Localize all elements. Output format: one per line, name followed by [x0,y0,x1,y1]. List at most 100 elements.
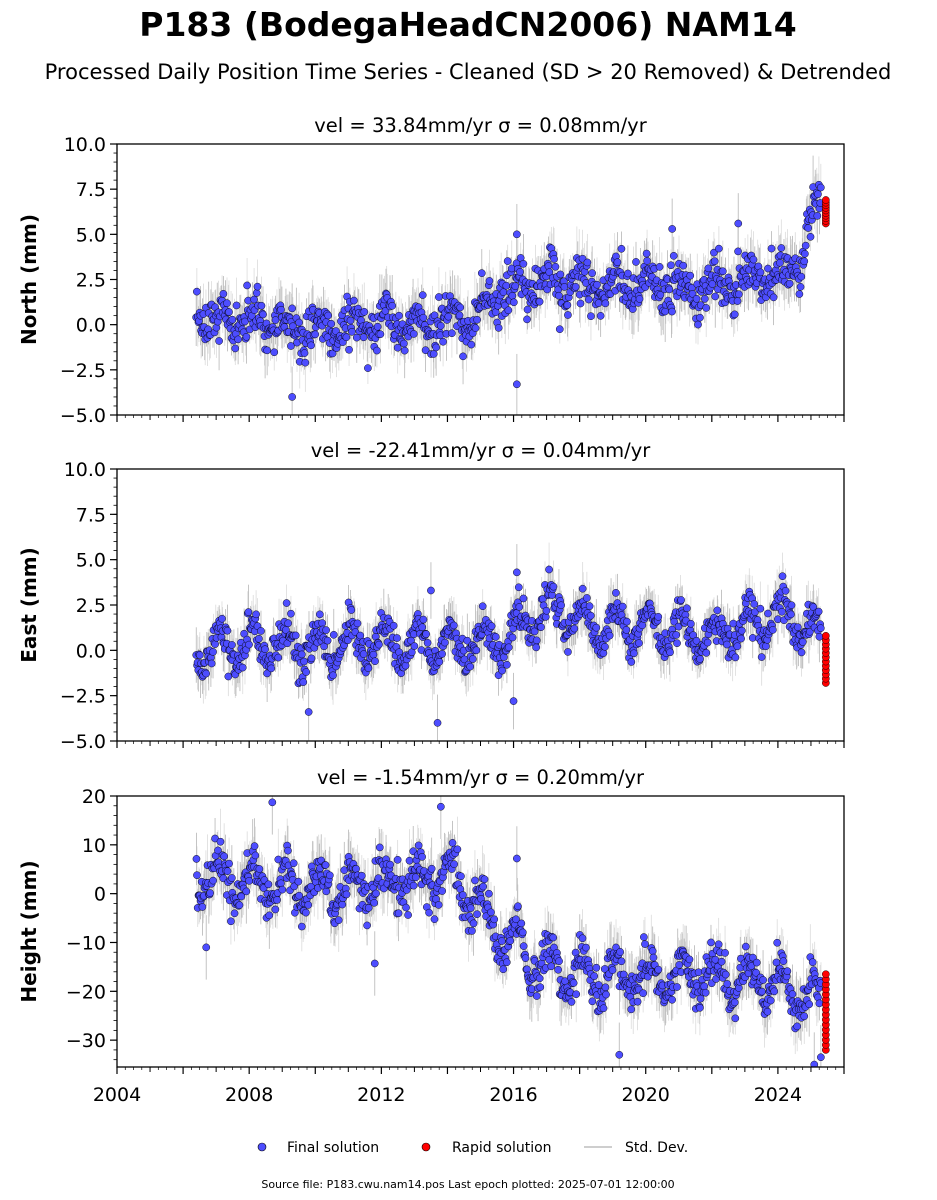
final-solution-point [356,631,365,640]
final-solution-point [485,277,494,285]
final-solution-point [599,649,608,657]
final-solution-point [473,315,481,324]
final-solution-point [618,602,627,611]
final-solution-point [327,319,336,328]
final-solution-point [459,352,467,361]
final-solution-point [593,280,601,289]
final-solution-point [601,299,610,308]
final-solution-point [557,601,565,610]
final-solution-point [238,663,247,672]
final-solution-point [477,269,486,277]
final-solution-point [686,271,695,280]
final-solution-point [687,619,695,628]
final-solution-point [612,589,620,597]
final-solution-point [463,636,472,645]
final-solution-point [215,337,223,345]
final-solution-point [509,697,518,705]
final-solution-point [235,901,244,909]
final-solution-point [299,678,308,686]
panel-title-north: vel = 33.84mm/yr σ = 0.08mm/yr [314,114,647,137]
final-solution-point [777,244,786,252]
final-solution-point [297,650,306,659]
final-solution-point [813,212,822,220]
final-solution-point [737,626,746,635]
final-solution-point [375,640,383,649]
final-solution-point [504,643,513,652]
final-solution-point [632,258,640,266]
final-solution-point [502,281,511,290]
panel-title-east: vel = -22.41mm/yr σ = 0.04mm/yr [311,439,651,462]
final-solution-point [578,584,587,593]
final-solution-point [259,310,267,319]
final-solution-point [532,636,541,645]
final-solution-point [422,630,430,638]
final-solution-point [352,333,361,342]
final-solution-point [688,289,697,298]
final-solution-point [376,330,385,339]
final-solution-point [401,661,410,670]
final-solution-point [587,312,595,320]
final-solution-point [585,602,594,611]
final-solution-point [250,295,258,304]
final-solution-point [749,255,758,264]
final-solution-point [471,324,480,332]
final-solution-point [227,917,235,926]
plot-area-north [192,155,830,415]
final-solution-point [672,631,681,639]
final-solution-point [564,311,572,319]
final-solution-point [710,248,718,257]
final-solution-point [787,610,795,619]
final-solution-point [301,358,310,367]
final-solution-series-east [192,565,825,727]
final-solution-point [288,393,296,401]
final-solution-point [273,896,281,904]
final-solution-point [583,258,592,267]
final-solution-point [206,889,214,897]
final-solution-point [508,633,517,642]
final-solution-point [499,288,508,296]
final-solution-point [364,364,372,372]
final-solution-point [667,261,675,270]
final-solution-point [231,344,240,353]
final-solution-point [674,622,683,631]
rapid-solution-point [822,632,830,640]
rapid-solution-point [822,196,830,204]
final-solution-point [679,261,688,270]
final-solution-point [450,621,458,630]
final-solution-point [242,887,251,896]
final-solution-point [532,643,541,652]
final-solution-point [550,255,558,263]
final-solution-point [444,312,453,321]
final-solution-series-height [192,798,825,1067]
final-solution-point [692,636,701,645]
final-solution-point [586,611,595,620]
final-solution-point [508,292,517,300]
final-solution-point [513,230,521,239]
rapid-solution-series-north [822,196,830,228]
final-solution-point [769,293,778,302]
final-solution-point [322,626,330,634]
final-solution-point [198,903,207,911]
final-solution-point [556,270,565,279]
final-solution-point [418,291,427,299]
final-solution-point [271,316,280,324]
final-solution-point [193,871,201,879]
rapid-solution-series-east [822,632,830,687]
final-solution-point [778,607,786,616]
final-solution-point [673,639,681,648]
final-solution-point [767,244,776,253]
final-solution-point [617,244,626,253]
final-solution-point [228,315,237,324]
final-solution-point [694,320,702,329]
final-solution-point [635,639,643,647]
y-tick-label: −2.5 [60,686,106,708]
y-tick-label: −5.0 [60,731,106,753]
final-solution-point [225,308,233,316]
final-solution-point [441,638,449,647]
final-solution-point [223,626,232,635]
final-solution-point [734,247,742,256]
final-solution-point [683,604,691,613]
final-solution-point [252,610,260,619]
final-solution-point [435,657,444,666]
